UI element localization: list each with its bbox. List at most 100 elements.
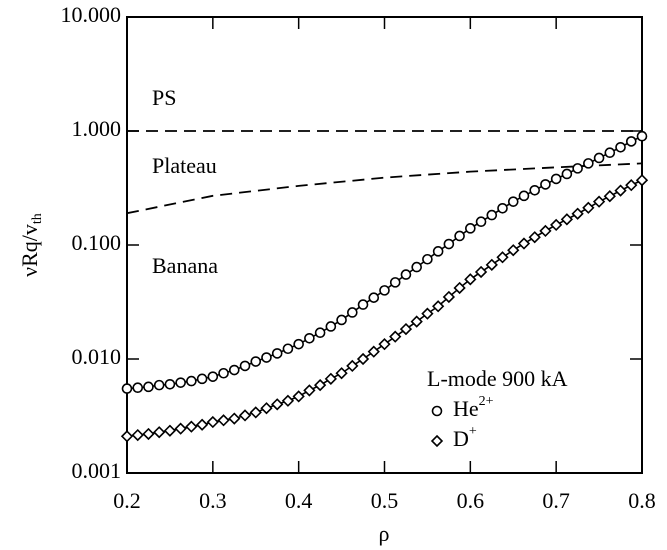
marker — [249, 406, 262, 419]
marker — [153, 426, 166, 439]
marker — [582, 201, 595, 214]
marker — [228, 412, 241, 425]
marker — [529, 184, 541, 196]
marker — [454, 230, 465, 242]
marker — [335, 367, 348, 380]
regime-label: Banana — [152, 253, 218, 278]
marker — [164, 378, 176, 390]
marker — [422, 253, 433, 265]
marker — [497, 202, 508, 214]
marker — [121, 383, 133, 394]
y-tick-label: 0.100 — [72, 230, 122, 255]
regime-label: Plateau — [152, 153, 217, 178]
marker — [313, 378, 327, 392]
marker — [399, 322, 413, 336]
y-axis-label-main: νRq/v — [17, 224, 42, 277]
marker — [292, 390, 305, 403]
marker — [432, 300, 445, 313]
marker — [132, 382, 144, 394]
marker — [336, 314, 347, 326]
legend-title: L-mode 900 kA — [427, 366, 568, 391]
marker — [550, 218, 563, 232]
marker — [324, 372, 337, 385]
marker — [281, 394, 295, 407]
y-tick-label: 0.001 — [72, 458, 122, 483]
x-tick-label: 0.5 — [371, 488, 399, 513]
marker — [410, 315, 423, 328]
marker — [389, 330, 402, 343]
marker — [357, 299, 369, 310]
marker — [540, 179, 551, 190]
marker — [507, 244, 520, 257]
marker — [592, 195, 606, 208]
x-tick-label: 0.3 — [199, 488, 227, 513]
marker — [635, 174, 649, 187]
marker — [131, 428, 144, 442]
marker — [625, 179, 638, 192]
marker — [571, 207, 584, 220]
y-tick-label: 10.000 — [61, 2, 122, 27]
marker — [560, 213, 574, 226]
marker — [400, 269, 412, 280]
marker — [464, 273, 477, 286]
marker — [367, 345, 380, 358]
marker — [186, 375, 197, 387]
marker — [228, 364, 240, 376]
x-tick-label: 0.8 — [628, 488, 656, 513]
marker — [260, 402, 273, 415]
regime-boundary — [126, 162, 643, 215]
x-tick-label: 0.4 — [285, 488, 313, 513]
marker — [379, 285, 390, 296]
marker — [282, 343, 294, 355]
legend-label-sup: 2+ — [479, 394, 494, 409]
marker — [539, 224, 552, 238]
y-axis-label: νRq/vth — [17, 213, 45, 277]
marker — [636, 130, 648, 142]
plot-frame — [126, 16, 643, 474]
marker — [475, 216, 487, 228]
marker — [261, 352, 272, 363]
legend-label-sup: + — [469, 424, 477, 439]
y-tick-label: 1.000 — [72, 116, 122, 141]
marker — [465, 223, 476, 234]
marker — [593, 152, 605, 164]
marker — [550, 173, 562, 185]
marker — [474, 265, 488, 279]
marker — [217, 414, 230, 427]
marker — [411, 261, 422, 273]
legend-label: He2+ — [453, 394, 494, 421]
x-tick-label: 0.6 — [457, 488, 485, 513]
marker — [378, 338, 391, 351]
marker — [389, 277, 401, 288]
marker — [486, 209, 498, 221]
marker — [250, 356, 262, 367]
marker — [238, 409, 252, 422]
marker — [206, 415, 219, 429]
marker — [207, 371, 219, 382]
marker — [143, 381, 154, 393]
x-axis-label: ρ — [379, 521, 390, 546]
legend-label: D+ — [453, 424, 477, 451]
marker — [615, 141, 626, 153]
marker — [368, 292, 380, 303]
marker — [174, 422, 187, 435]
marker — [507, 196, 519, 207]
marker — [293, 338, 304, 350]
marker — [496, 251, 509, 264]
marker — [185, 420, 198, 433]
marker — [142, 427, 155, 441]
y-tick-label: 0.010 — [72, 344, 122, 369]
marker — [443, 238, 455, 250]
marker — [453, 281, 466, 295]
marker — [153, 379, 165, 391]
legend-label-main: D — [453, 426, 469, 451]
marker — [583, 158, 594, 169]
marker — [196, 373, 208, 385]
marker — [314, 327, 326, 339]
marker — [347, 307, 358, 318]
marker — [561, 168, 573, 180]
marker — [195, 418, 209, 431]
marker — [271, 348, 283, 359]
marker — [604, 147, 616, 159]
